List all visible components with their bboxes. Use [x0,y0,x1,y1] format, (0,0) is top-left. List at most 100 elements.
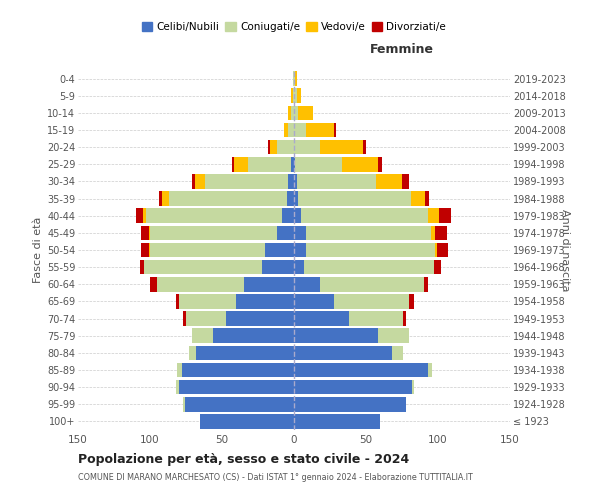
Bar [294,72,295,86]
Bar [363,140,366,154]
Bar [157,277,244,291]
Bar [269,140,277,154]
Bar [291,88,293,103]
Bar [158,192,161,206]
Bar [424,277,428,291]
Bar [428,362,432,378]
Bar [288,122,294,138]
Text: Popolazione per età, sesso e stato civile - 2024: Popolazione per età, sesso e stato civil… [78,452,409,466]
Bar [294,242,305,258]
Bar [298,192,410,206]
Bar [142,242,149,258]
Text: COMUNE DI MARANO MARCHESATO (CS) - Dati ISTAT 1° gennaio 2024 - Elaborazione TUT: COMUNE DI MARANO MARCHESATO (CS) - Dati … [78,472,473,482]
Bar [169,192,287,206]
Bar [143,208,146,223]
Bar [233,157,248,172]
Bar [402,174,409,188]
Bar [409,294,413,308]
Bar [428,208,439,223]
Bar [410,192,425,206]
Bar [149,242,150,258]
Bar [294,106,298,120]
Bar [304,260,434,274]
Bar [320,277,424,291]
Bar [288,174,294,188]
Bar [434,260,441,274]
Bar [149,226,150,240]
Bar [341,157,377,172]
Bar [248,157,291,172]
Bar [294,294,334,308]
Bar [293,72,294,86]
Bar [161,192,169,206]
Bar [179,380,294,394]
Bar [291,157,294,172]
Bar [178,362,182,378]
Bar [146,208,283,223]
Bar [294,140,320,154]
Text: Femmine: Femmine [370,42,434,56]
Bar [136,208,143,223]
Bar [179,294,236,308]
Bar [200,414,294,428]
Bar [192,328,214,343]
Bar [435,242,437,258]
Bar [392,346,403,360]
Legend: Celibi/Nubili, Coniugati/e, Vedovi/e, Divorziati/e: Celibi/Nubili, Coniugati/e, Vedovi/e, Di… [137,18,451,36]
Bar [183,397,185,411]
Bar [294,157,295,172]
Bar [425,192,430,206]
Bar [150,242,265,258]
Bar [294,208,301,223]
Bar [185,397,294,411]
Bar [283,208,294,223]
Bar [144,260,262,274]
Bar [294,277,320,291]
Bar [294,174,297,188]
Bar [232,157,233,172]
Bar [284,122,288,138]
Bar [305,242,435,258]
Bar [186,312,226,326]
Bar [176,380,179,394]
Bar [435,226,446,240]
Bar [305,226,431,240]
Bar [236,294,294,308]
Bar [298,106,313,120]
Bar [294,260,304,274]
Bar [439,208,451,223]
Bar [377,328,409,343]
Bar [294,192,298,206]
Bar [437,242,448,258]
Bar [268,140,269,154]
Bar [150,277,157,291]
Y-axis label: Anni di nascita: Anni di nascita [560,209,570,291]
Bar [294,88,297,103]
Bar [403,312,406,326]
Bar [265,242,294,258]
Bar [320,140,363,154]
Bar [377,157,382,172]
Bar [205,174,288,188]
Bar [293,88,294,103]
Bar [176,294,179,308]
Bar [183,312,186,326]
Bar [294,414,380,428]
Bar [334,294,409,308]
Bar [214,328,294,343]
Bar [301,208,428,223]
Bar [277,140,294,154]
Bar [431,226,435,240]
Bar [294,346,392,360]
Bar [294,328,377,343]
Bar [226,312,294,326]
Bar [244,277,294,291]
Bar [194,174,205,188]
Bar [142,226,149,240]
Bar [277,226,294,240]
Bar [376,174,402,188]
Bar [182,362,294,378]
Y-axis label: Fasce di età: Fasce di età [32,217,43,283]
Bar [189,346,196,360]
Bar [295,72,297,86]
